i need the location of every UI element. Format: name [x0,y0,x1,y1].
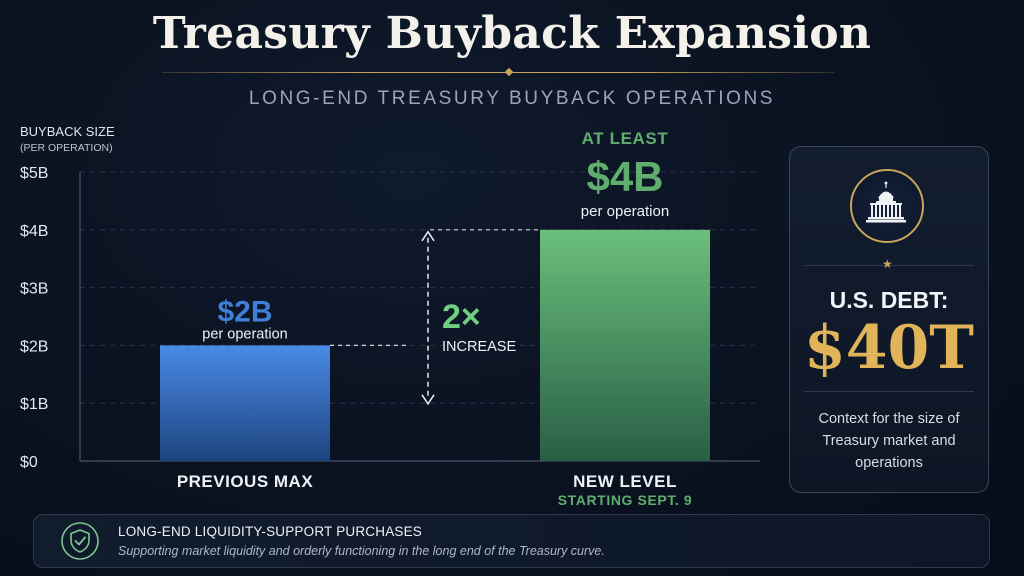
y-axis-title: BUYBACK SIZE [20,124,115,139]
bar [540,229,710,461]
y-tick-label: $5B [20,165,48,182]
y-axis-ticks: $0 $1B $2B $3B $4B $5B [20,165,48,471]
capitol-icon [850,169,924,243]
increase-arrow-head-top [421,230,435,242]
x-tick-label: NEW LEVEL [573,472,677,491]
page-title: Treasury Buyback Expansion [152,8,872,59]
shield-check-icon [61,522,99,560]
y-axis-label: BUYBACK SIZE (PER OPERATION) [20,124,115,156]
bar-prefix-label: AT LEAST [582,129,669,148]
x-tick-label: PREVIOUS MAX [177,472,314,491]
y-tick-label: $2B [20,338,48,355]
increase-multiplier-label: 2× [442,298,481,336]
increase-arrow-head-bottom [421,394,435,406]
y-tick-label: $4B [20,223,48,240]
data-label: $2B [217,295,272,328]
bar-unit-label: per operation [581,203,669,220]
bar-date-label: STARTING SEPT. 9 [558,492,693,508]
increase-label: INCREASE [442,339,516,355]
data-label: $4B [586,153,663,200]
us-debt-card: ★ U.S. DEBT: $40T Context for the size o… [789,146,989,493]
us-debt-label: U.S. DEBT: [829,287,949,313]
us-debt-context-note: Context for the size of Treasury market … [818,411,960,471]
page-subtitle: LONG-END TREASURY BUYBACK OPERATIONS [248,88,776,109]
card-divider-top [804,265,974,266]
card-divider-bottom [804,391,974,392]
banner-title: LONG-END LIQUIDITY-SUPPORT PURCHASES [118,524,423,539]
y-axis-subtitle: (PER OPERATION) [20,142,113,154]
bar [160,345,330,461]
bar-unit-label: per operation [202,326,287,342]
y-tick-label: $0 [20,454,38,471]
us-debt-value: $40T [804,313,974,383]
y-tick-label: $3B [20,281,48,298]
liquidity-support-banner: LONG-END LIQUIDITY-SUPPORT PURCHASES Sup… [33,514,990,568]
increase-annotation: 2× INCREASE [421,230,516,406]
title-divider [162,72,834,73]
star-icon: ★ [882,257,893,271]
banner-description: Supporting market liquidity and orderly … [118,544,605,558]
y-tick-label: $1B [20,396,48,413]
